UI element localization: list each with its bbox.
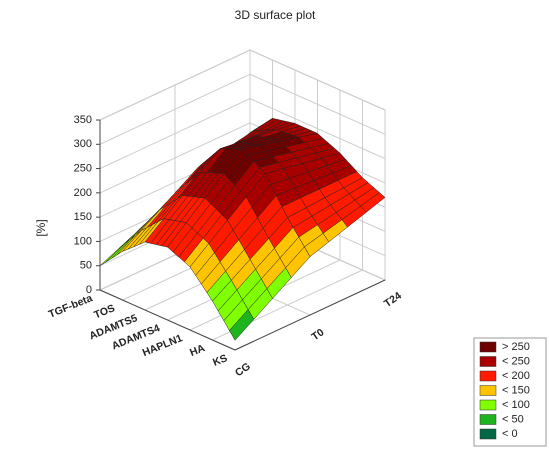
x-tick-label: HA	[188, 342, 207, 359]
z-tick-label: 0	[86, 284, 92, 296]
z-axis-label: [%]	[34, 219, 48, 236]
legend-swatch	[479, 428, 497, 440]
z-tick-label: 100	[74, 235, 92, 247]
legend-label: < 50	[502, 413, 524, 425]
legend-label: < 0	[502, 428, 518, 440]
z-tick-label: 200	[74, 187, 92, 199]
y-axis	[234, 279, 386, 351]
legend-swatch	[479, 356, 497, 367]
z-tick-label: 50	[80, 260, 92, 272]
grid-line	[99, 49, 386, 121]
legend-swatch	[479, 414, 497, 425]
grid-line	[99, 73, 386, 145]
z-tick-label: 350	[74, 114, 92, 126]
z-tick-label: 300	[74, 138, 92, 150]
surface-patch	[229, 309, 255, 341]
x-tick-label: KS	[211, 352, 229, 369]
z-tick-label: 150	[74, 211, 92, 223]
x-axis	[99, 289, 236, 351]
legend-label: < 250	[502, 355, 530, 367]
chart-title: 3D surface plot	[235, 8, 316, 22]
legend-label: < 100	[502, 399, 530, 411]
z-tick-label: 250	[74, 162, 92, 174]
legend-swatch	[479, 341, 497, 353]
legend-label: < 150	[502, 384, 530, 396]
legend-label: > 250	[502, 341, 530, 353]
grid-line	[99, 98, 386, 170]
y-tick-label: T0	[309, 326, 326, 343]
legend-label: < 200	[502, 370, 530, 382]
legend-swatch	[479, 370, 497, 382]
legend-swatch	[479, 399, 497, 411]
legend-swatch	[479, 385, 497, 396]
